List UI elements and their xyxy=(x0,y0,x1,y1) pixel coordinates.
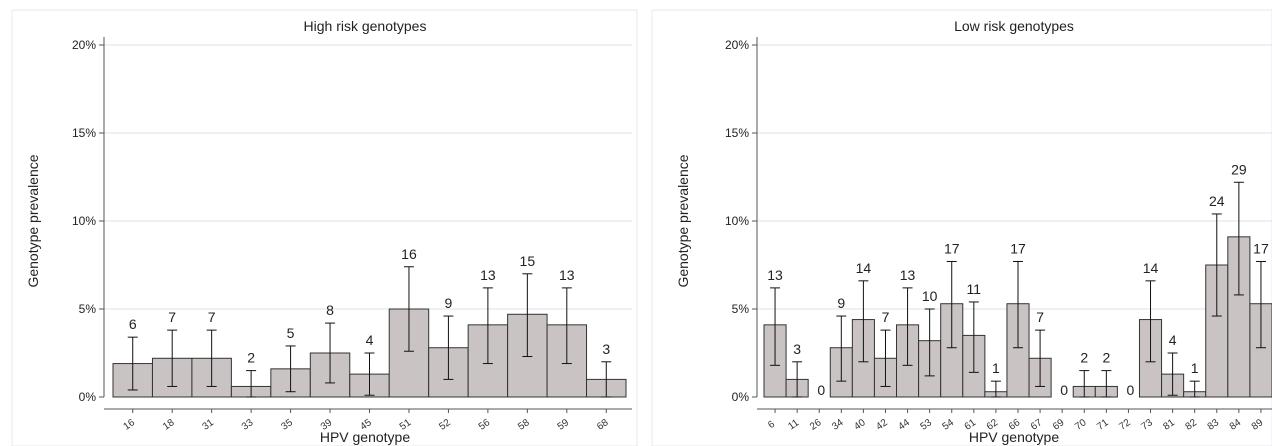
data-label: 13 xyxy=(559,267,575,283)
data-label: 13 xyxy=(900,267,916,283)
panel-frame xyxy=(11,9,638,446)
x-tick-label: 52 xyxy=(437,417,453,433)
data-label: 7 xyxy=(168,309,176,325)
data-label: 1 xyxy=(1191,360,1199,376)
data-label: 1 xyxy=(992,360,1000,376)
data-label: 17 xyxy=(1253,240,1269,256)
data-label: 16 xyxy=(401,246,417,262)
chart-panel-low-risk: Low risk genotypes 0% 5% 10% 15% 20% Genotype … xyxy=(651,9,1272,446)
panel-frame xyxy=(651,9,1272,446)
x-tick-label: 59 xyxy=(556,417,572,433)
y-axis-label: Genotype prevalence xyxy=(675,154,691,287)
x-tick-label: 83 xyxy=(1206,417,1222,433)
x-tick-label: 6 xyxy=(766,419,777,431)
x-tick-label: 33 xyxy=(240,417,256,433)
x-tick-label: 40 xyxy=(852,417,868,433)
y-tick-label: 0% xyxy=(79,390,97,404)
x-tick-label: 84 xyxy=(1228,417,1244,433)
data-label: 4 xyxy=(366,332,374,348)
y-axis-label: Genotype prevalence xyxy=(25,154,41,287)
data-label: 8 xyxy=(326,302,334,318)
data-label: 15 xyxy=(520,253,536,269)
data-label: 5 xyxy=(287,325,295,341)
x-tick-label: 89 xyxy=(1250,417,1266,433)
x-tick-label: 56 xyxy=(477,417,493,433)
data-label: 29 xyxy=(1231,161,1247,177)
chart-title: Low risk genotypes xyxy=(954,18,1074,34)
y-tick-label: 15% xyxy=(72,126,96,140)
data-label: 24 xyxy=(1209,193,1225,209)
y-tick-label: 20% xyxy=(725,38,749,52)
x-tick-label: 18 xyxy=(161,417,177,433)
x-tick-label: 53 xyxy=(919,417,935,433)
data-label: 7 xyxy=(882,309,890,325)
data-label: 0 xyxy=(817,382,825,398)
data-label: 13 xyxy=(767,267,783,283)
chart-panel-high-risk: High risk genotypes 0% 5% 10% 15% 20% Genotype… xyxy=(11,9,638,446)
data-label: 6 xyxy=(129,316,137,332)
x-tick-label: 44 xyxy=(896,417,912,433)
data-label: 7 xyxy=(1036,309,1044,325)
x-tick-label: 31 xyxy=(201,417,217,433)
x-tick-label: 16 xyxy=(122,417,138,433)
x-tick-label: 68 xyxy=(595,417,611,433)
data-label: 7 xyxy=(208,309,216,325)
x-tick-label: 35 xyxy=(279,417,295,433)
x-axis-label: HPV genotype xyxy=(320,429,410,445)
data-label: 0 xyxy=(1060,382,1068,398)
y-tick-label: 10% xyxy=(725,214,749,228)
x-tick-label: 54 xyxy=(941,417,957,433)
data-label: 17 xyxy=(944,240,960,256)
data-label: 2 xyxy=(1080,350,1088,366)
x-axis-label: HPV genotype xyxy=(969,429,1059,445)
data-label: 3 xyxy=(793,341,801,357)
data-label: 17 xyxy=(1010,240,1026,256)
data-label: 2 xyxy=(247,350,255,366)
data-label: 13 xyxy=(480,267,496,283)
x-tick-label: 34 xyxy=(830,417,846,433)
data-label: 2 xyxy=(1102,350,1110,366)
x-tick-label: 81 xyxy=(1161,417,1177,433)
data-label: 4 xyxy=(1169,332,1177,348)
x-tick-label: 70 xyxy=(1073,417,1089,433)
data-label: 10 xyxy=(922,288,938,304)
x-tick-label: 73 xyxy=(1139,417,1155,433)
y-tick-label: 15% xyxy=(725,126,749,140)
data-label: 9 xyxy=(445,295,453,311)
x-tick-label: 82 xyxy=(1184,417,1200,433)
data-label: 14 xyxy=(856,260,872,276)
data-label: 0 xyxy=(1127,382,1135,398)
y-tick-label: 5% xyxy=(732,302,750,316)
data-label: 9 xyxy=(837,295,845,311)
y-tick-label: 10% xyxy=(72,214,96,228)
y-tick-label: 5% xyxy=(79,302,97,316)
chart-title: High risk genotypes xyxy=(304,18,427,34)
x-tick-label: 72 xyxy=(1117,417,1133,433)
y-tick-label: 20% xyxy=(72,38,96,52)
x-tick-label: 42 xyxy=(874,417,890,433)
y-tick-label: 0% xyxy=(732,390,750,404)
data-label: 14 xyxy=(1143,260,1159,276)
x-tick-label: 11 xyxy=(786,417,801,432)
data-label: 11 xyxy=(967,281,982,297)
x-tick-label: 58 xyxy=(516,417,532,433)
data-label: 3 xyxy=(602,341,610,357)
x-tick-label: 71 xyxy=(1095,417,1111,433)
x-tick-label: 26 xyxy=(808,417,824,433)
